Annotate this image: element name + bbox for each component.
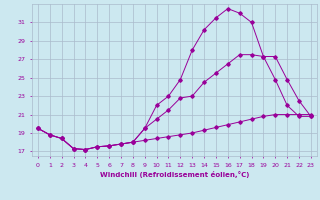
X-axis label: Windchill (Refroidissement éolien,°C): Windchill (Refroidissement éolien,°C) [100,171,249,178]
